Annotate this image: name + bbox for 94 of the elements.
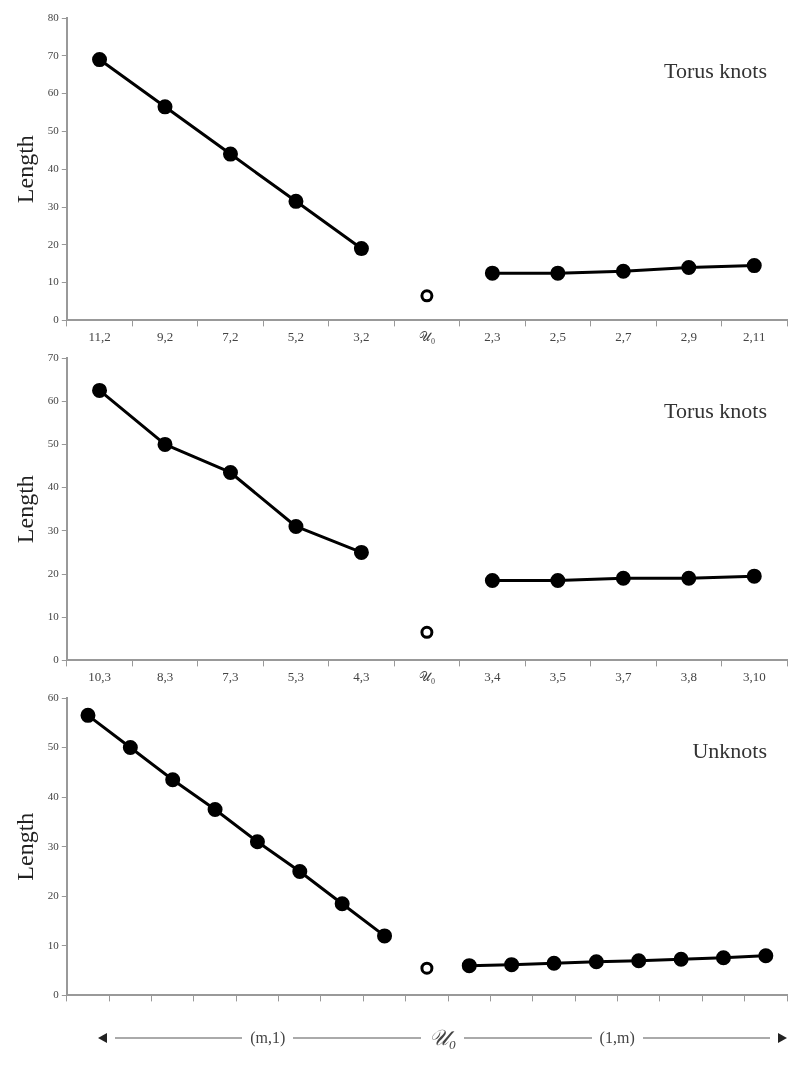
y-tick-label: 30 xyxy=(47,839,60,852)
point xyxy=(461,958,477,974)
x-tick-label: 5,2 xyxy=(287,328,305,344)
point xyxy=(420,625,434,639)
x-tick-label: 3,5 xyxy=(549,668,566,684)
x-tick-label: 9,2 xyxy=(156,328,174,344)
x-tick-label: 7,3 xyxy=(222,668,239,684)
y-tick-label: 60 xyxy=(47,394,60,407)
y-tick-label: 40 xyxy=(47,790,60,803)
x-tick-label: 3,4 xyxy=(484,668,501,684)
y-tick-label: 0 xyxy=(53,653,60,666)
y-tick-label: 20 xyxy=(47,889,60,902)
point xyxy=(122,740,138,756)
point xyxy=(288,518,304,534)
y-tick-label: 80 xyxy=(47,10,60,23)
point xyxy=(157,99,173,115)
point xyxy=(157,436,173,452)
point xyxy=(504,957,520,973)
point xyxy=(353,241,369,257)
y-tick-label: 20 xyxy=(47,566,60,579)
point xyxy=(222,146,238,162)
point xyxy=(484,265,500,281)
point xyxy=(249,834,265,850)
x-tick-label: 5,3 xyxy=(287,668,305,684)
y-tick-label: 10 xyxy=(47,610,60,623)
y-tick-label: 10 xyxy=(47,938,60,951)
x-tick-label: 2,5 xyxy=(549,328,566,344)
annotation: Unknots xyxy=(692,738,767,763)
point xyxy=(715,950,731,966)
point xyxy=(546,955,562,971)
point xyxy=(80,707,96,723)
point xyxy=(292,863,308,879)
y-axis-title: Length xyxy=(11,135,38,204)
point xyxy=(550,265,566,281)
text: (m,1) xyxy=(250,1029,286,1047)
y-tick-label: 30 xyxy=(47,199,60,212)
x-tick-label: 𝒰₀ xyxy=(418,328,436,344)
point xyxy=(92,382,108,398)
point xyxy=(758,948,774,964)
y-tick-label: 60 xyxy=(47,690,60,703)
y-tick-label: 40 xyxy=(47,162,60,175)
point xyxy=(615,263,631,279)
point xyxy=(746,258,762,274)
y-tick-label: 20 xyxy=(47,237,60,250)
x-tick-label: 3,8 xyxy=(680,668,697,684)
point xyxy=(588,954,604,970)
x-tick-label: 7,2 xyxy=(222,328,239,344)
x-tick-label: 11,2 xyxy=(88,328,111,344)
y-axis-title: Length xyxy=(11,475,38,544)
y-tick-label: 40 xyxy=(47,480,60,493)
y-tick-label: 70 xyxy=(47,350,60,363)
point xyxy=(681,570,697,586)
y-tick-label: 50 xyxy=(47,124,60,137)
x-tick-label: 4,3 xyxy=(353,668,370,684)
annotation: Torus knots xyxy=(664,398,767,423)
point xyxy=(484,572,500,588)
text: 𝒰₀ xyxy=(428,1025,457,1051)
x-tick-label: 3,2 xyxy=(353,328,370,344)
point xyxy=(288,193,304,209)
point xyxy=(207,802,223,818)
point xyxy=(673,951,689,967)
y-tick-label: 70 xyxy=(47,48,60,61)
y-tick-label: 30 xyxy=(47,523,60,536)
point xyxy=(420,961,434,975)
point xyxy=(377,928,393,944)
x-tick-label: 𝒰₀ xyxy=(418,668,436,684)
point xyxy=(92,52,108,68)
y-tick-label: 60 xyxy=(47,86,60,99)
point xyxy=(615,570,631,586)
point xyxy=(222,464,238,480)
text: (1,m) xyxy=(599,1029,635,1047)
point xyxy=(353,544,369,560)
point xyxy=(165,772,181,788)
y-tick-label: 50 xyxy=(47,437,60,450)
x-tick-label: 2,7 xyxy=(615,328,632,344)
point xyxy=(334,896,350,912)
point xyxy=(550,572,566,588)
point xyxy=(681,259,697,275)
y-tick-label: 0 xyxy=(53,313,60,326)
point xyxy=(746,568,762,584)
point xyxy=(420,289,434,303)
y-axis-title: Length xyxy=(11,812,38,881)
x-tick-label: 3,7 xyxy=(615,668,632,684)
y-tick-label: 0 xyxy=(53,988,60,1001)
x-tick-label: 10,3 xyxy=(88,668,111,684)
x-tick-label: 8,3 xyxy=(156,668,174,684)
y-tick-label: 10 xyxy=(47,275,60,288)
x-tick-label: 2,9 xyxy=(680,328,697,344)
annotation: Torus knots xyxy=(664,58,767,83)
y-tick-label: 50 xyxy=(47,740,60,753)
x-tick-label: 2,11 xyxy=(743,328,766,344)
point xyxy=(631,953,647,969)
x-tick-label: 2,3 xyxy=(484,328,501,344)
x-tick-label: 3,10 xyxy=(742,668,766,684)
